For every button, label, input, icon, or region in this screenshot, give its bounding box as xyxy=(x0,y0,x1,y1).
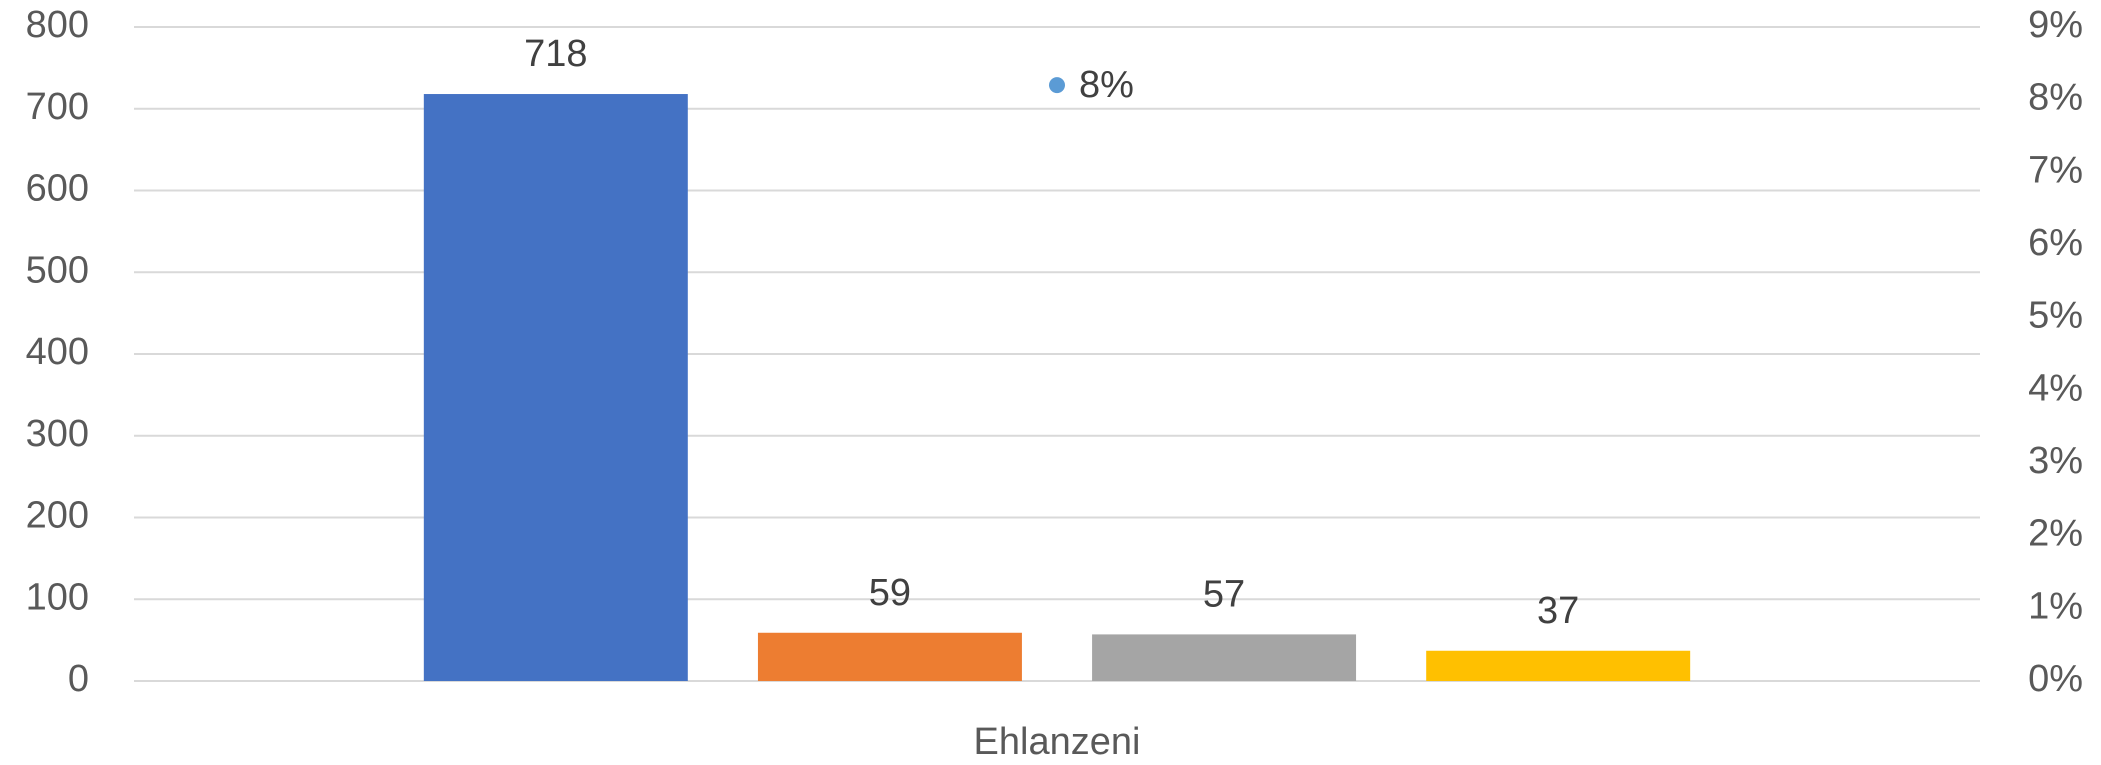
bar xyxy=(1426,650,1691,681)
y-tick-label: 700 xyxy=(26,86,89,128)
y2-tick-label: 8% xyxy=(2028,77,2083,119)
data-label: 8% xyxy=(1079,64,1134,106)
y2-tick-label: 7% xyxy=(2028,149,2083,191)
y2-tick-label: 9% xyxy=(2028,4,2083,46)
y-tick-label: 200 xyxy=(26,495,89,537)
y2-tick-label: 1% xyxy=(2028,585,2083,627)
data-label: 59 xyxy=(869,572,911,614)
y-tick-label: 100 xyxy=(26,576,89,618)
y2-tick-label: 4% xyxy=(2028,367,2083,409)
data-label: 37 xyxy=(1537,590,1579,632)
bar xyxy=(1092,634,1357,681)
x-tick-label: Ehlanzeni xyxy=(974,721,1141,763)
bar xyxy=(423,94,688,681)
y2-tick-label: 3% xyxy=(2028,440,2083,482)
y2-tick-label: 5% xyxy=(2028,295,2083,337)
data-label: 57 xyxy=(1203,573,1245,615)
data-label: 718 xyxy=(524,33,587,75)
y2-tick-label: 6% xyxy=(2028,222,2083,264)
point xyxy=(1049,77,1065,94)
bar xyxy=(757,632,1022,681)
y2-tick-label: 2% xyxy=(2028,513,2083,555)
y-tick-label: 300 xyxy=(26,413,89,455)
y2-tick-label: 0% xyxy=(2028,658,2083,700)
y-tick-label: 800 xyxy=(26,4,89,46)
y-tick-label: 400 xyxy=(26,331,89,373)
y-tick-label: 500 xyxy=(26,249,89,291)
y-tick-label: 600 xyxy=(26,168,89,210)
y-tick-label: 0 xyxy=(68,658,89,700)
